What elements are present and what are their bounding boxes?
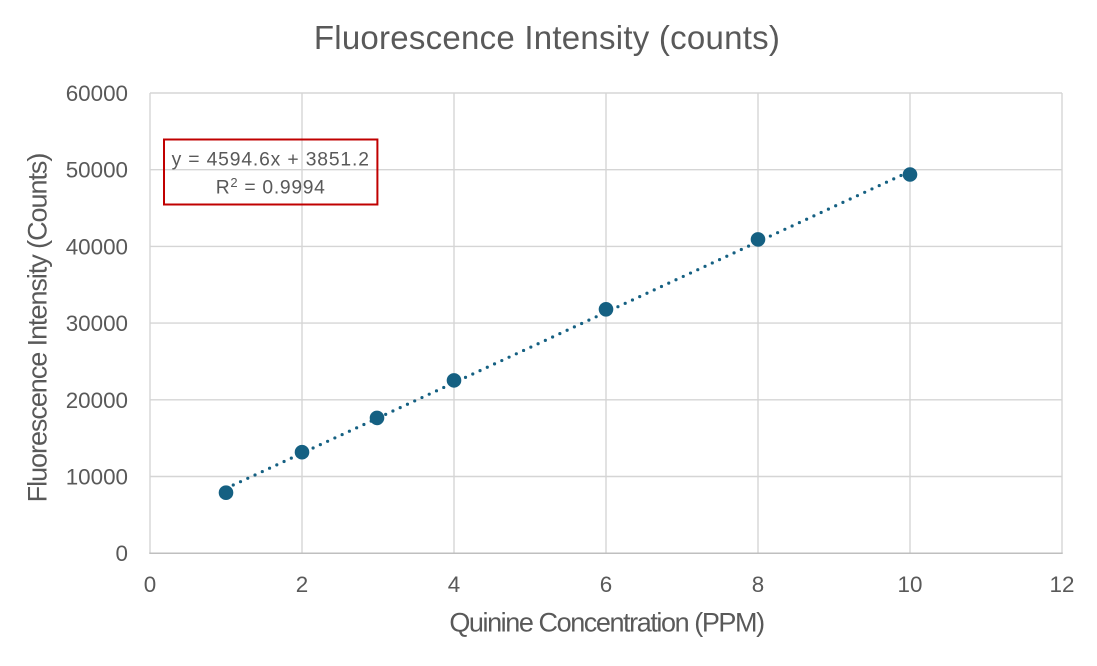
svg-text:Fluorescence Intensity (counts: Fluorescence Intensity (counts) (314, 19, 780, 56)
svg-text:60000: 60000 (66, 81, 128, 106)
svg-text:0: 0 (144, 572, 156, 597)
svg-text:4: 4 (448, 572, 460, 597)
svg-text:10: 10 (898, 572, 923, 597)
svg-text:50000: 50000 (66, 158, 128, 183)
svg-text:2: 2 (296, 572, 308, 597)
svg-text:40000: 40000 (66, 234, 128, 259)
svg-text:6: 6 (600, 572, 612, 597)
svg-text:12: 12 (1050, 572, 1075, 597)
svg-text:y = 4594.6x + 3851.2: y = 4594.6x + 3851.2 (172, 150, 370, 171)
svg-text:0: 0 (116, 541, 128, 566)
svg-text:20000: 20000 (66, 388, 128, 413)
svg-text:8: 8 (752, 572, 764, 597)
svg-text:30000: 30000 (66, 311, 128, 336)
svg-text:Fluorescence Intensity (Counts: Fluorescence Intensity (Counts) (23, 154, 53, 503)
svg-text:R2 = 0.9994: R2 = 0.9994 (216, 175, 326, 199)
svg-text:10000: 10000 (66, 465, 128, 490)
svg-text:Quinine Concentration (PPM): Quinine Concentration (PPM) (449, 608, 764, 638)
